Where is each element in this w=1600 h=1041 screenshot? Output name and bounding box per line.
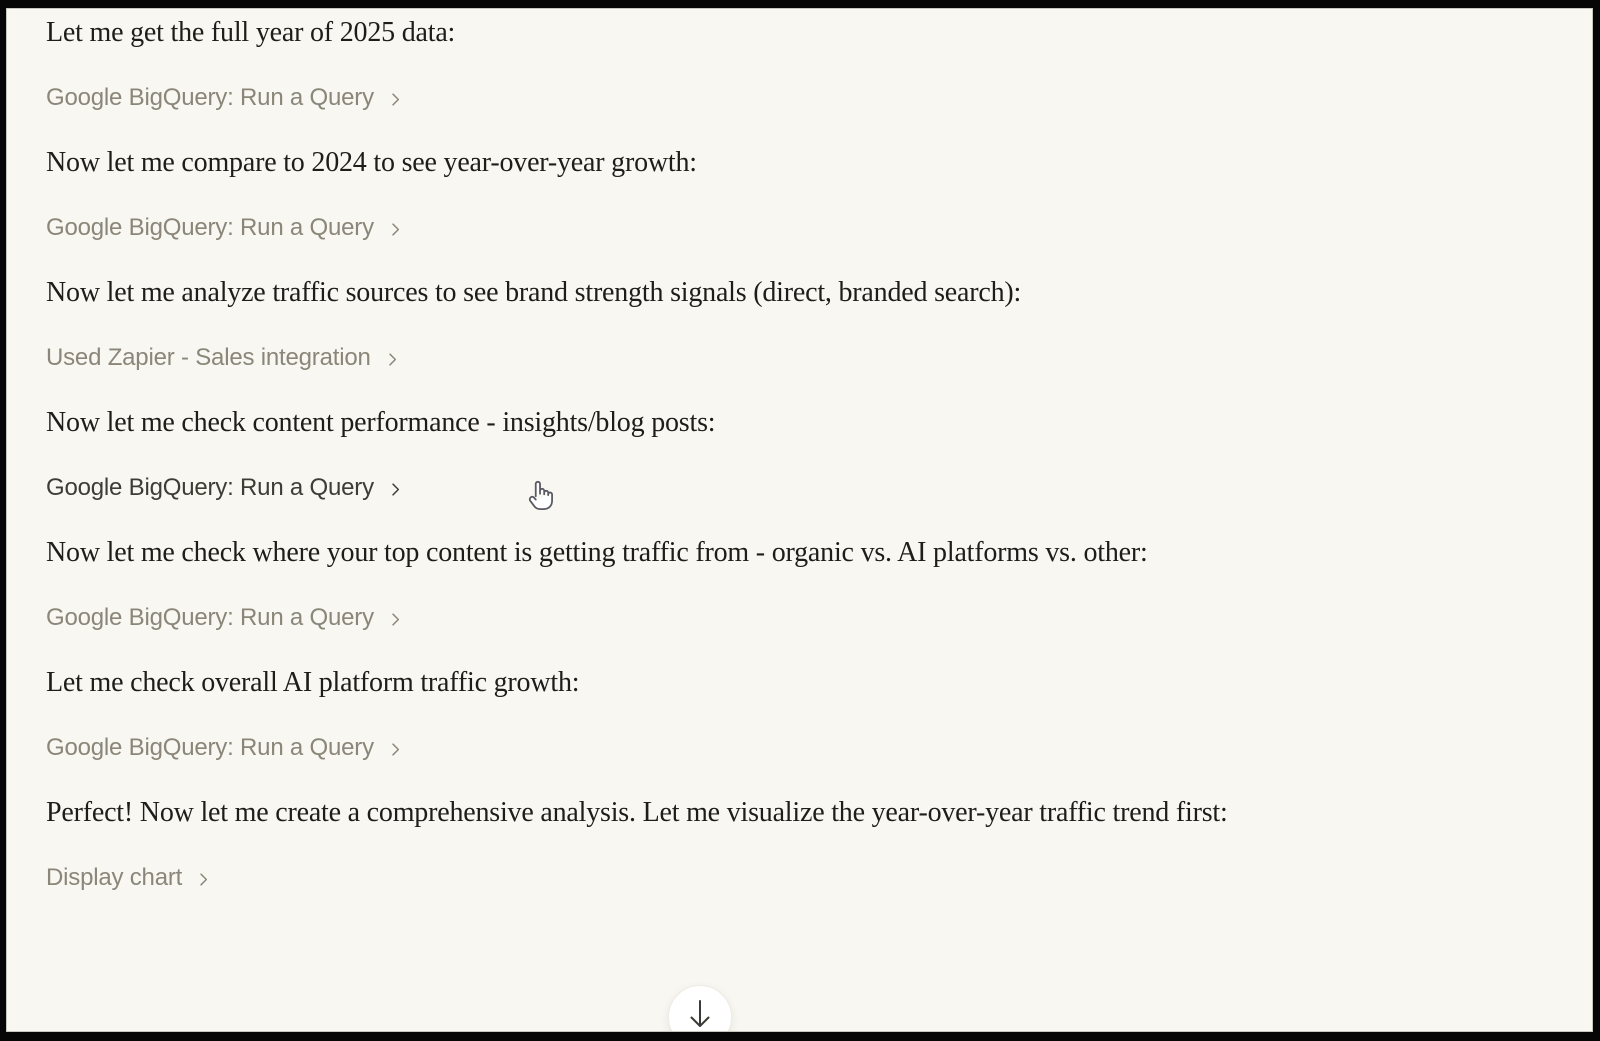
tool-call-button[interactable]: Google BigQuery: Run a Query [46,76,404,120]
conversation-blocks: Let me get the full year of 2025 data: Go… [46,11,1552,900]
assistant-message: Now let me check where your top content … [46,537,1148,568]
scroll-to-bottom-button[interactable] [668,985,732,1031]
tool-call-label: Google BigQuery: Run a Query [46,734,374,761]
tool-call-button[interactable]: Google BigQuery: Run a Query [46,596,404,640]
arrow-down-icon [685,1000,715,1031]
chevron-right-icon [387,221,404,238]
tool-call-label: Display chart [46,864,183,891]
tool-call-label: Google BigQuery: Run a Query [46,214,374,241]
chevron-right-icon [387,611,404,628]
tool-call-button[interactable]: Google BigQuery: Run a Query [46,206,404,250]
chevron-right-icon [195,871,212,888]
assistant-message: Let me check overall AI platform traffic… [46,667,580,698]
assistant-message: Perfect! Now let me create a comprehensi… [46,797,1228,828]
tool-call-button[interactable]: Display chart [46,856,212,900]
conversation-area: Let me get the full year of 2025 data: Go… [6,8,1593,1032]
tool-call-button[interactable]: Used Zapier - Sales integration [46,336,401,380]
tool-call-button[interactable]: Google BigQuery: Run a Query [46,466,404,510]
tool-call-button[interactable]: Google BigQuery: Run a Query [46,726,404,770]
assistant-message: Now let me compare to 2024 to see year-o… [46,147,697,178]
tool-call-label: Google BigQuery: Run a Query [46,474,374,501]
tool-call-label: Google BigQuery: Run a Query [46,84,374,111]
chevron-right-icon [387,481,404,498]
chevron-right-icon [387,91,404,108]
chevron-right-icon [384,351,401,368]
assistant-message: Now let me analyze traffic sources to se… [46,277,1022,308]
tool-call-label: Used Zapier - Sales integration [46,344,371,371]
assistant-message: Now let me check content performance - i… [46,407,716,438]
chevron-right-icon [387,741,404,758]
tool-call-label: Google BigQuery: Run a Query [46,604,374,631]
assistant-message: Let me get the full year of 2025 data: [46,17,456,48]
